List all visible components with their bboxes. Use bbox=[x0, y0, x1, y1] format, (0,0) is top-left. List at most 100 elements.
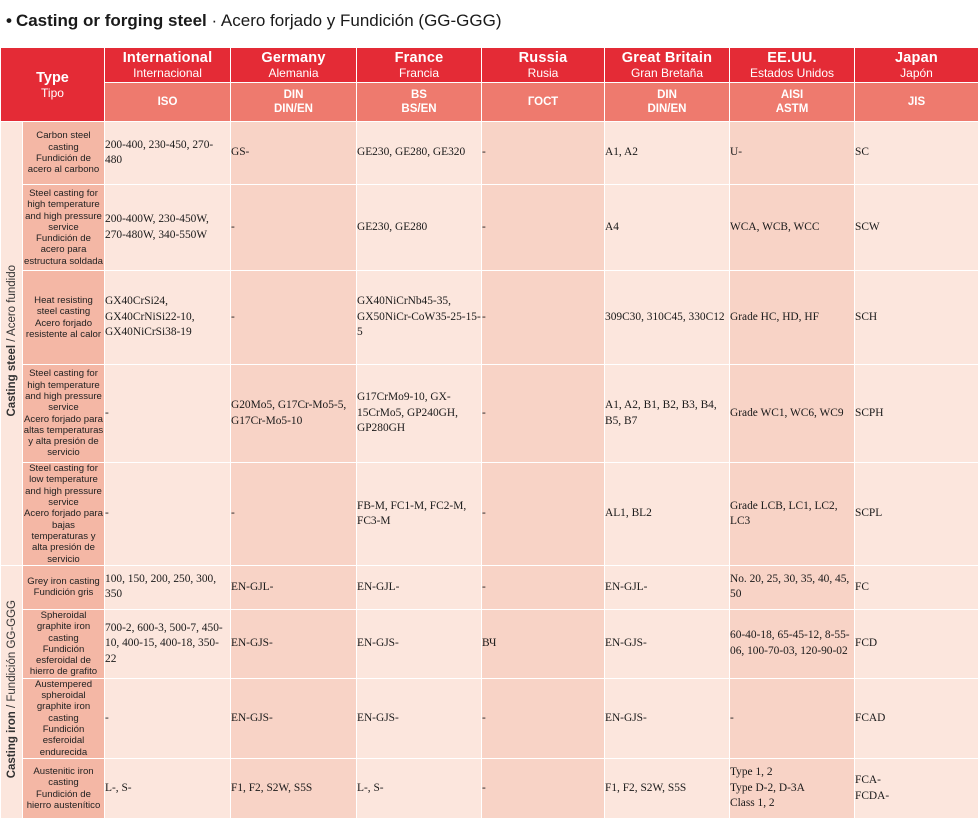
standard-header-iso: ISO bbox=[105, 83, 231, 122]
grade-cell: A1, A2, B1, B2, B3, B4, B5, B7 bbox=[605, 365, 730, 463]
grade-cell: GE230, GE280, GE320 bbox=[357, 122, 482, 185]
grade-cell: EN-GJS- bbox=[357, 609, 482, 678]
type-description: Austempered spheroidal graphite iron cas… bbox=[23, 678, 105, 758]
country-name-es: Japón bbox=[855, 67, 978, 79]
type-header: Type Tipo bbox=[1, 48, 105, 122]
type-description-en: Steel casting for low temperature and hi… bbox=[23, 463, 104, 508]
type-description-en: Steel casting for high temperature and h… bbox=[23, 368, 104, 413]
country-name-es: Francia bbox=[357, 67, 481, 79]
country-name: Germany bbox=[231, 51, 356, 66]
grade-cell: - bbox=[482, 759, 605, 819]
grade-cell: GE230, GE280 bbox=[357, 185, 482, 271]
country-name-es: Gran Bretaña bbox=[605, 67, 729, 79]
country-header-usa: EE.UU.Estados Unidos bbox=[730, 48, 855, 83]
grade-cell: WCA, WCB, WCC bbox=[730, 185, 855, 271]
table-row: Steel casting for high temperature and h… bbox=[1, 185, 978, 271]
grade-cell: Grade WC1, WC6, WC9 bbox=[730, 365, 855, 463]
group-label-es: / Acero fundido bbox=[6, 265, 18, 345]
grade-cell: F1, F2, S2W, S5S bbox=[605, 759, 730, 819]
type-description-es: Acero forjado para altas temperaturas y … bbox=[23, 414, 104, 459]
type-description: Steel casting for high temperature and h… bbox=[23, 365, 105, 463]
grade-cell: - bbox=[730, 678, 855, 758]
group-label-text: Casting steel / Acero fundido bbox=[6, 265, 18, 417]
type-description-en: Heat resisting steel casting bbox=[23, 295, 104, 318]
country-name-es: Rusia bbox=[482, 67, 604, 79]
page-title: •Casting or forging steel · Acero forjad… bbox=[6, 11, 502, 31]
group-label-casting-steel: Casting steel / Acero fundido bbox=[1, 122, 23, 566]
grade-cell: F1, F2, S2W, S5S bbox=[231, 759, 357, 819]
grade-cell: - bbox=[482, 565, 605, 609]
grade-cell: 100, 150, 200, 250, 300, 350 bbox=[105, 565, 231, 609]
grade-cell: - bbox=[231, 271, 357, 365]
title-bullet: • bbox=[6, 11, 12, 30]
grade-cell: SCPL bbox=[855, 463, 978, 566]
grade-cell: - bbox=[482, 463, 605, 566]
grade-cell: - bbox=[482, 185, 605, 271]
grade-cell: EN-GJS- bbox=[231, 609, 357, 678]
grade-cell: AL1, BL2 bbox=[605, 463, 730, 566]
group-label-es: / Fundición GG-GGG bbox=[6, 600, 18, 711]
grade-cell: EN-GJS- bbox=[231, 678, 357, 758]
country-name-es: Internacional bbox=[105, 67, 230, 79]
grade-cell: - bbox=[482, 122, 605, 185]
grade-cell: 60-40-18, 65-45-12, 8-55-06, 100-70-03, … bbox=[730, 609, 855, 678]
country-name: EE.UU. bbox=[730, 51, 854, 66]
country-name-es: Estados Unidos bbox=[730, 67, 854, 79]
grade-cell: G20Mo5, G17Cr-Mo5-5, G17Cr-Mo5-10 bbox=[231, 365, 357, 463]
type-description-en: Austempered spheroidal graphite iron cas… bbox=[23, 679, 104, 724]
type-description-en: Steel casting for high temperature and h… bbox=[23, 188, 104, 233]
grade-cell: L-, S- bbox=[357, 759, 482, 819]
grade-cell: - bbox=[231, 185, 357, 271]
country-name: Russia bbox=[482, 51, 604, 66]
type-description-es: Fundición de acero para estructura solda… bbox=[23, 233, 104, 267]
grade-cell: - bbox=[482, 678, 605, 758]
standard-header-jis: JIS bbox=[855, 83, 978, 122]
grade-cell: G17CrMo9-10, GX-15CrMo5, GP240GH, GP280G… bbox=[357, 365, 482, 463]
grade-cell: A4 bbox=[605, 185, 730, 271]
grade-cell: - bbox=[482, 271, 605, 365]
grade-cell: 200-400W, 230-450W, 270-480W, 340-550W bbox=[105, 185, 231, 271]
grade-cell: SCPH bbox=[855, 365, 978, 463]
grade-cell: SCH bbox=[855, 271, 978, 365]
grade-cell: - bbox=[231, 463, 357, 566]
type-description-es: Fundición esferoidal de hierro de grafit… bbox=[23, 644, 104, 678]
grade-cell: 700-2, 600-3, 500-7, 450-10, 400-15, 400… bbox=[105, 609, 231, 678]
type-header-es: Tipo bbox=[1, 86, 104, 100]
country-name: Japan bbox=[855, 51, 978, 66]
type-description-es: Acero forjado para bajas temperaturas y … bbox=[23, 508, 104, 565]
type-description-es: Fundición esferoidal endurecida bbox=[23, 724, 104, 758]
group-label-en: Casting steel bbox=[6, 345, 18, 417]
grade-cell: FCAD bbox=[855, 678, 978, 758]
grade-cell: Grade LCB, LC1, LC2, LC3 bbox=[730, 463, 855, 566]
grade-cell: - bbox=[482, 365, 605, 463]
country-name: France bbox=[357, 51, 481, 66]
grade-cell: U- bbox=[730, 122, 855, 185]
type-description-en: Grey iron casting bbox=[23, 576, 104, 587]
grade-cell: FB-M, FC1-M, FC2-M, FC3-M bbox=[357, 463, 482, 566]
table-row: Steel casting for high temperature and h… bbox=[1, 365, 978, 463]
grade-cell: EN-GJL- bbox=[357, 565, 482, 609]
standard-header-gost: ГОСТ bbox=[482, 83, 605, 122]
type-description-es: Acero forjado resistente al calor bbox=[23, 318, 104, 341]
grade-cell: L-, S- bbox=[105, 759, 231, 819]
grade-cell: No. 20, 25, 30, 35, 40, 45, 50 bbox=[730, 565, 855, 609]
type-description-en: Spheroidal graphite iron casting bbox=[23, 610, 104, 644]
country-name: International bbox=[105, 51, 230, 66]
grade-cell: EN-GJL- bbox=[605, 565, 730, 609]
title-spanish: Acero forjado y Fundición (GG-GGG) bbox=[221, 11, 502, 30]
